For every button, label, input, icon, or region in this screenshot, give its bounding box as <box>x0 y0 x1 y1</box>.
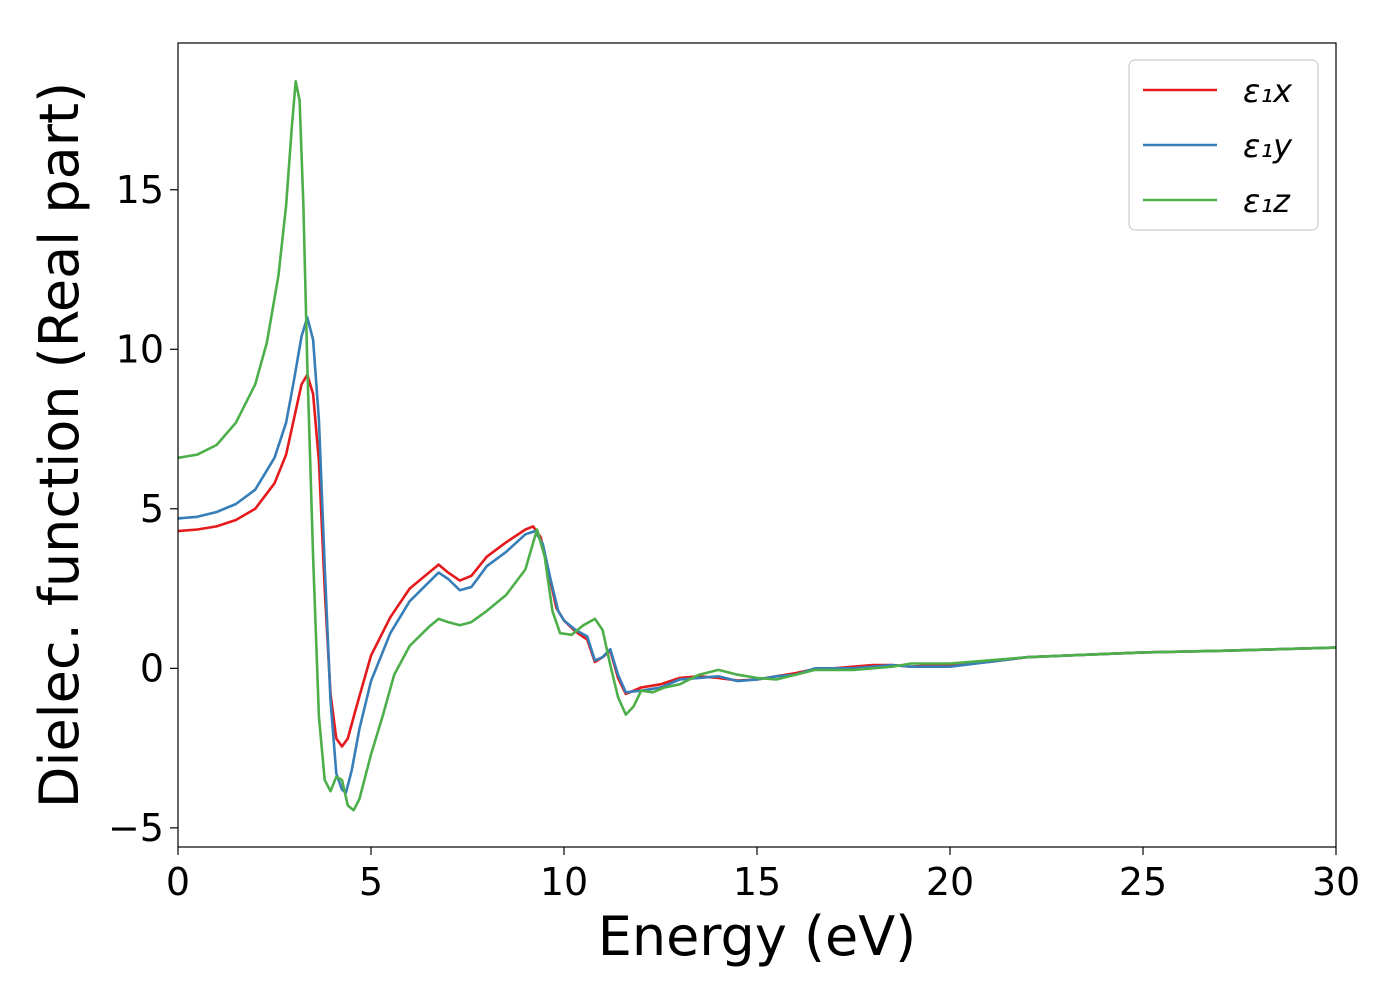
y-tick-label: 5 <box>140 487 164 531</box>
x-axis: 0 5 10 15 20 25 30 <box>166 847 1360 904</box>
x-tick-label: 5 <box>359 860 383 904</box>
y-tick-label: 10 <box>116 327 164 371</box>
series-line-1 <box>178 316 1336 795</box>
x-tick-label: 20 <box>926 860 974 904</box>
series-layer <box>178 80 1336 812</box>
y-tick-label: 15 <box>116 168 164 212</box>
x-tick-label: 0 <box>166 860 190 904</box>
x-axis-label: Energy (eV) <box>598 905 917 968</box>
legend-label-0: ε₁x <box>1243 72 1293 110</box>
x-tick-label: 15 <box>733 860 781 904</box>
legend-box <box>1128 59 1319 231</box>
x-tick-label: 10 <box>540 860 588 904</box>
y-axis: −5 0 5 10 15 <box>108 168 178 850</box>
x-tick-label: 30 <box>1312 860 1360 904</box>
legend: ε₁x ε₁y ε₁z <box>1128 59 1319 231</box>
y-tick-label: −5 <box>108 806 164 850</box>
y-tick-label: 0 <box>140 646 164 690</box>
legend-label-1: ε₁y <box>1243 127 1293 165</box>
y-axis-label: Dielec. function (Real part) <box>28 82 91 808</box>
x-tick-label: 25 <box>1119 860 1167 904</box>
series-line-2 <box>178 80 1336 812</box>
legend-label-2: ε₁z <box>1243 182 1291 220</box>
